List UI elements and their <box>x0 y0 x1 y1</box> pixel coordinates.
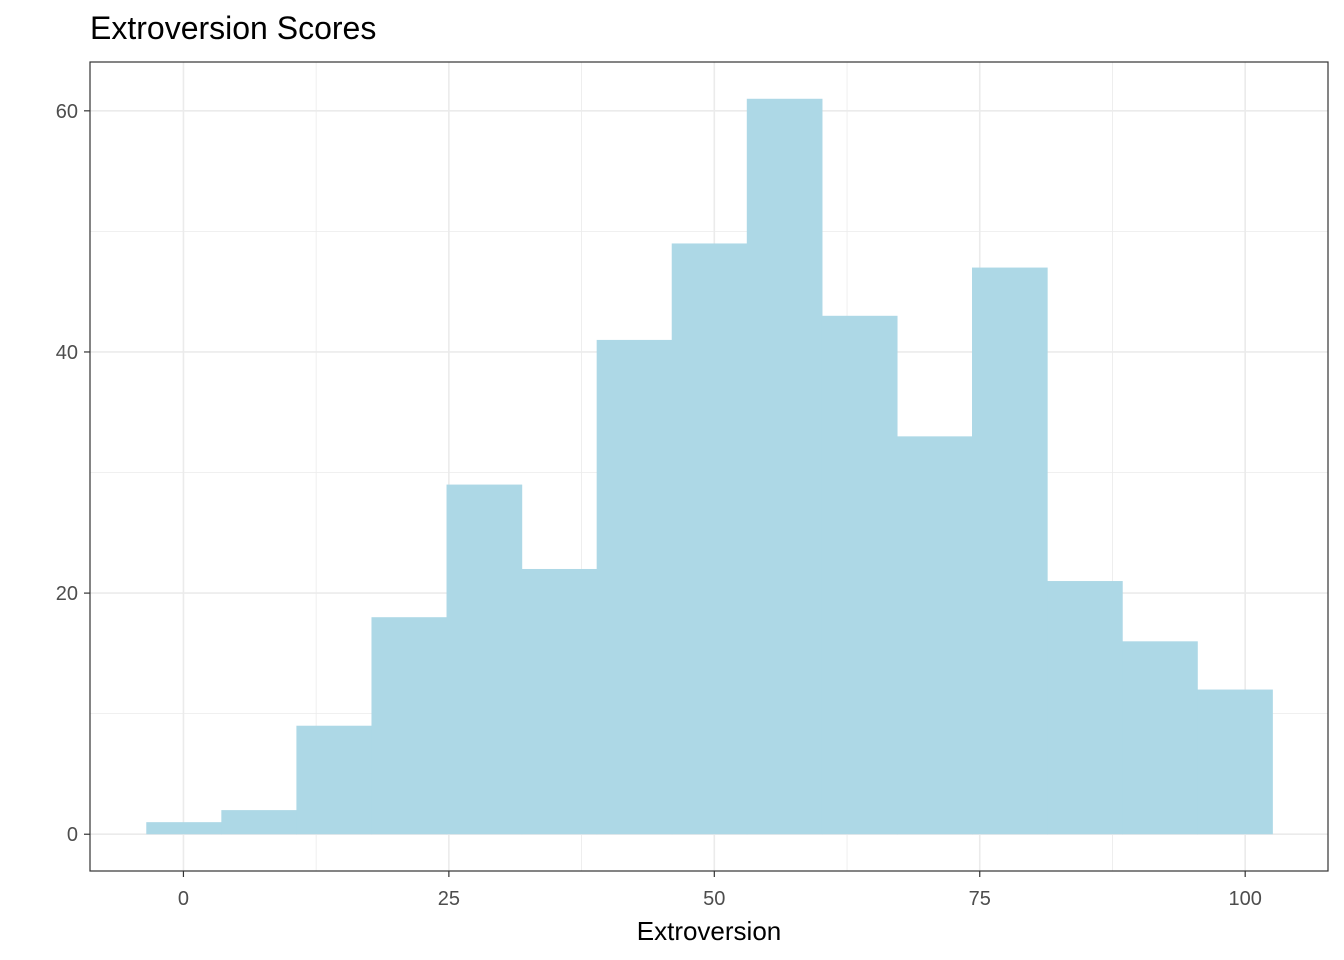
histogram-bar <box>596 339 673 835</box>
histogram-bars <box>146 98 1273 835</box>
y-tick-label: 20 <box>56 583 78 605</box>
x-tick-label: 25 <box>438 888 460 910</box>
y-tick-label: 60 <box>56 101 78 123</box>
histogram-bar <box>1047 581 1123 835</box>
histogram-bar <box>521 568 598 835</box>
histogram-bar <box>1122 641 1198 835</box>
x-tick-label: 75 <box>969 888 991 910</box>
histogram-bar <box>746 98 823 835</box>
axis-ticks: 0 25 50 75 100 0 20 40 60 <box>56 101 1262 910</box>
x-axis-title: Extroversion <box>637 916 782 946</box>
histogram-bar <box>671 243 748 835</box>
x-tick-label: 50 <box>703 888 725 910</box>
histogram-bar <box>446 484 523 835</box>
histogram-bar <box>146 822 222 835</box>
histogram-bar <box>296 725 373 835</box>
x-tick-label: 100 <box>1228 888 1261 910</box>
histogram-bar <box>896 436 973 835</box>
histogram-bar <box>971 267 1048 835</box>
panel-border <box>89 61 1329 872</box>
histogram-bar <box>1197 689 1273 835</box>
histogram-bar <box>821 315 898 835</box>
histogram-bar <box>221 810 298 835</box>
y-tick-label: 0 <box>67 824 78 846</box>
x-tick-label: 0 <box>178 888 189 910</box>
histogram-bar <box>371 617 448 835</box>
chart-title: Extroversion Scores <box>90 10 377 46</box>
y-tick-label: 40 <box>56 342 78 364</box>
